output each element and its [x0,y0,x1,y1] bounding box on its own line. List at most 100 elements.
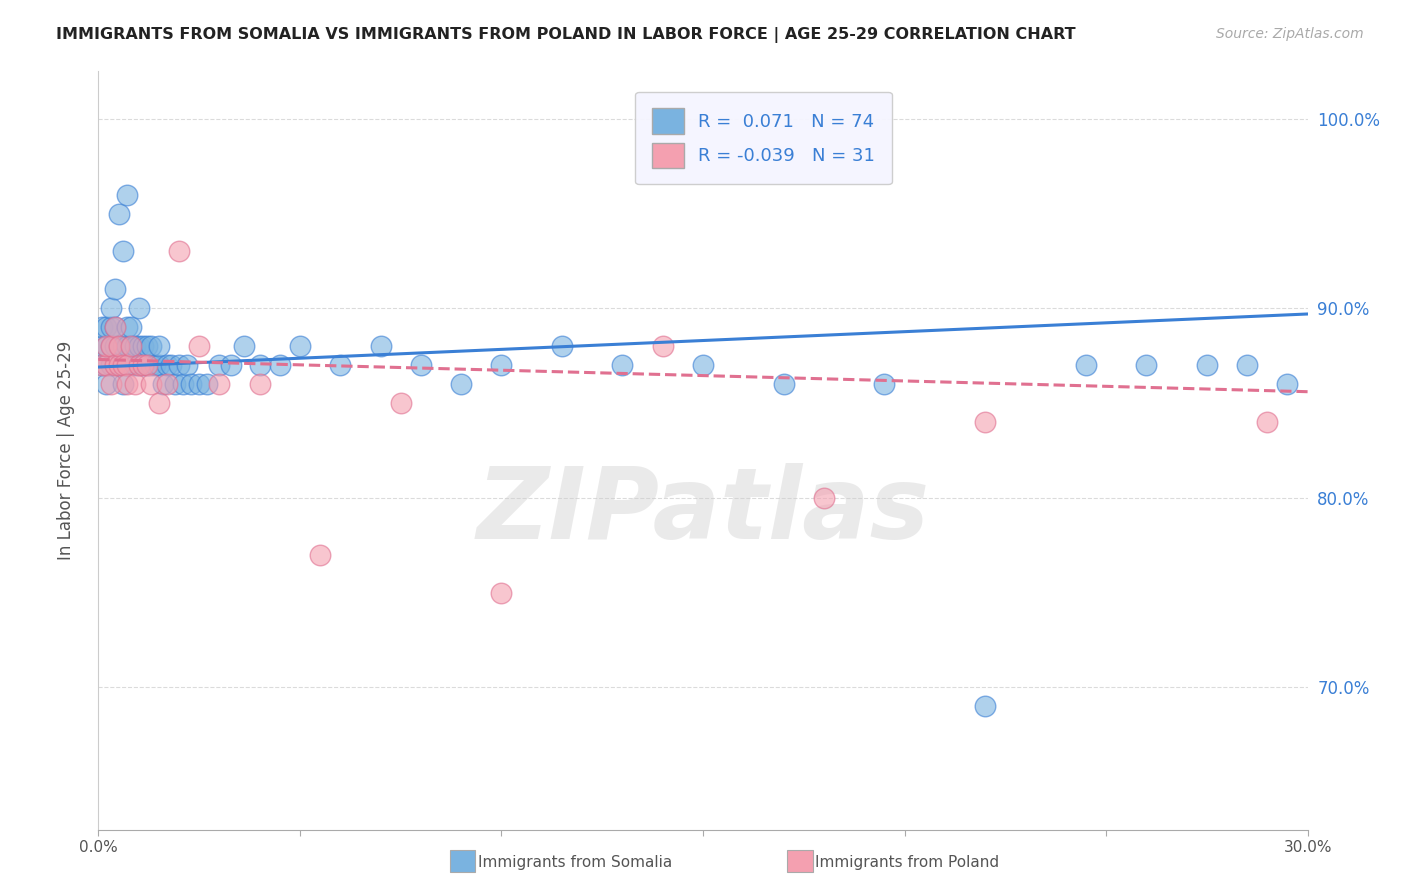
Point [111,358,134,372]
Point [115,377,138,392]
Point [103,320,125,334]
Point [491,585,513,599]
Point [107,206,129,220]
Point [551,339,574,353]
Point [288,339,311,353]
Point [128,358,150,372]
Point [491,358,513,372]
Point [188,377,211,392]
Text: Immigrants from Poland: Immigrants from Poland [815,855,1000,870]
Point [100,339,122,353]
Point [91,339,114,353]
Point [111,377,134,392]
Point [1195,358,1218,372]
Point [128,358,150,372]
Point [103,320,125,334]
Point [100,339,122,353]
Y-axis label: In Labor Force | Age 25-29: In Labor Force | Age 25-29 [56,341,75,560]
Point [91,358,114,372]
Point [135,339,157,353]
Point [107,339,129,353]
Point [124,358,146,372]
Bar [450,850,475,872]
Point [91,358,114,372]
Point [107,339,129,353]
Point [160,358,183,372]
Text: Source: ZipAtlas.com: Source: ZipAtlas.com [1216,27,1364,41]
Point [120,339,142,353]
Point [208,358,231,372]
Point [195,377,218,392]
Point [167,244,190,259]
Text: ZIPatlas: ZIPatlas [477,463,929,559]
Point [156,377,179,392]
Point [100,358,122,372]
Point [450,377,472,392]
Point [188,339,211,353]
Point [120,339,142,353]
Point [176,358,198,372]
Point [100,320,122,334]
Text: IMMIGRANTS FROM SOMALIA VS IMMIGRANTS FROM POLAND IN LABOR FORCE | AGE 25-29 COR: IMMIGRANTS FROM SOMALIA VS IMMIGRANTS FR… [56,27,1076,43]
Point [96,320,118,334]
Point [221,358,243,372]
Point [132,339,155,353]
Point [111,339,134,353]
Point [96,377,118,392]
Point [100,377,122,392]
Point [103,358,125,372]
Point [139,339,162,353]
Point [1277,377,1299,392]
Point [135,358,157,372]
Point [249,358,271,372]
Point [232,339,254,353]
Point [132,358,155,372]
Point [612,358,634,372]
Point [772,377,794,392]
Point [309,548,332,562]
Point [100,301,122,316]
Point [249,377,271,392]
Point [1135,358,1157,372]
Point [135,358,157,372]
Point [120,358,142,372]
Bar [787,850,813,872]
Point [1074,358,1097,372]
Point [163,377,186,392]
Point [651,339,673,353]
Point [128,301,150,316]
Point [128,339,150,353]
Point [813,491,835,505]
Point [329,358,352,372]
Point [124,377,146,392]
Point [96,339,118,353]
Point [148,358,170,372]
Point [1236,358,1258,372]
Point [132,358,155,372]
Point [96,358,118,372]
Point [974,699,997,714]
Point [156,358,179,372]
Point [148,339,170,353]
Text: Immigrants from Somalia: Immigrants from Somalia [478,855,672,870]
Point [120,320,142,334]
Point [873,377,896,392]
Point [115,358,138,372]
Point [96,358,118,372]
Point [370,339,392,353]
Point [389,396,412,410]
Point [107,358,129,372]
Point [409,358,432,372]
Point [103,282,125,296]
Point [143,358,166,372]
Point [124,339,146,353]
Point [139,358,162,372]
Point [152,377,174,392]
Point [1256,415,1278,429]
Point [103,358,125,372]
Point [111,244,134,259]
Point [96,339,118,353]
Point [139,377,162,392]
Point [115,358,138,372]
Point [115,339,138,353]
